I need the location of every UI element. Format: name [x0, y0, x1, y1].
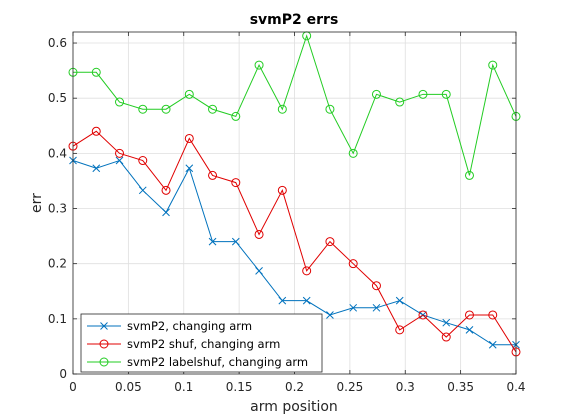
legend-marker [100, 322, 108, 330]
data-point [302, 296, 311, 305]
data-point [395, 97, 405, 107]
data-point [91, 126, 101, 136]
data-point [395, 325, 405, 335]
data-point [208, 104, 218, 114]
data-point [488, 60, 498, 70]
y-tick-label: 0.5 [48, 91, 67, 105]
series-line [72, 159, 516, 346]
data-point [325, 237, 335, 247]
x-axis-label: arm position [250, 399, 338, 415]
data-point [442, 318, 451, 327]
legend-item: svmP2 labelshuf, changing arm [87, 355, 308, 369]
data-point [441, 332, 451, 342]
data-point [184, 133, 194, 143]
data-point [277, 104, 287, 114]
data-point [464, 170, 474, 180]
data-point [231, 178, 241, 188]
x-tick-label: 0.3 [396, 380, 415, 394]
data-point [441, 89, 451, 99]
y-tick-label: 0 [59, 367, 67, 381]
data-point [371, 89, 381, 99]
chart-title: svmP2 errs [250, 12, 339, 28]
data-point [138, 186, 147, 195]
data-point [184, 89, 194, 99]
data-point [162, 208, 170, 217]
legend-marker [99, 339, 109, 349]
data-point [371, 281, 381, 291]
x-tick-label: 0.25 [337, 380, 364, 394]
x-tick-label: 0.05 [115, 380, 142, 394]
x-tick-label: 0.1 [174, 380, 193, 394]
legend: svmP2, changing arm svmP2 shuf, changing … [80, 313, 323, 373]
data-point [395, 296, 404, 305]
y-tick-label: 0.3 [48, 202, 67, 216]
y-tick-label: 0.4 [48, 146, 67, 160]
x-tick-label: 0.4 [506, 380, 525, 394]
data-point [138, 156, 148, 166]
data-point [115, 148, 125, 158]
legend-label: svmP2, changing arm [127, 319, 252, 333]
legend-box [80, 313, 323, 373]
x-tick-label: 0.35 [447, 380, 474, 394]
data-point [277, 185, 287, 195]
data-point [254, 60, 264, 70]
legend-marker [99, 357, 109, 367]
data-point [348, 259, 358, 269]
series-layer [68, 31, 521, 357]
data-point [91, 67, 101, 77]
data-point [348, 148, 358, 158]
data-point [138, 104, 148, 114]
data-point [92, 164, 101, 173]
data-point [115, 156, 124, 165]
data-point [161, 185, 171, 195]
data-point [231, 237, 240, 246]
data-point [115, 97, 125, 107]
data-point [302, 266, 312, 276]
data-point [325, 104, 335, 114]
data-point [208, 170, 218, 180]
data-point [161, 104, 171, 114]
y-axis-label: err [29, 193, 45, 213]
data-point [326, 311, 334, 319]
data-point [254, 229, 264, 239]
x-tick-label: 0.15 [226, 380, 253, 394]
data-point [231, 111, 241, 121]
legend-label: svmP2 shuf, changing arm [127, 337, 280, 351]
data-point [278, 296, 287, 305]
data-point [418, 310, 428, 320]
y-tick-label: 0.6 [48, 36, 67, 50]
x-tick-label: 0.2 [285, 380, 304, 394]
x-tick-label: 0 [69, 380, 77, 394]
data-point [418, 89, 428, 99]
data-point [488, 340, 497, 349]
data-point [372, 303, 381, 312]
data-point [464, 310, 474, 320]
data-point [255, 266, 263, 275]
ticks: 0 0.05 0.1 0.15 0.2 0.25 0.3 0.35 0.4 0 0.1 0.2 0.3 0… [48, 32, 526, 394]
data-point [208, 237, 217, 246]
data-point [185, 164, 194, 173]
y-tick-label: 0.1 [48, 312, 67, 326]
legend-item: svmP2, changing arm [87, 319, 252, 333]
data-point [488, 310, 498, 320]
legend-item: svmP2 shuf, changing arm [87, 337, 280, 351]
y-tick-label: 0.2 [48, 257, 67, 271]
data-point [349, 303, 358, 312]
series-line [72, 130, 517, 353]
data-point [465, 326, 474, 334]
legend-label: svmP2 labelshuf, changing arm [127, 355, 308, 369]
